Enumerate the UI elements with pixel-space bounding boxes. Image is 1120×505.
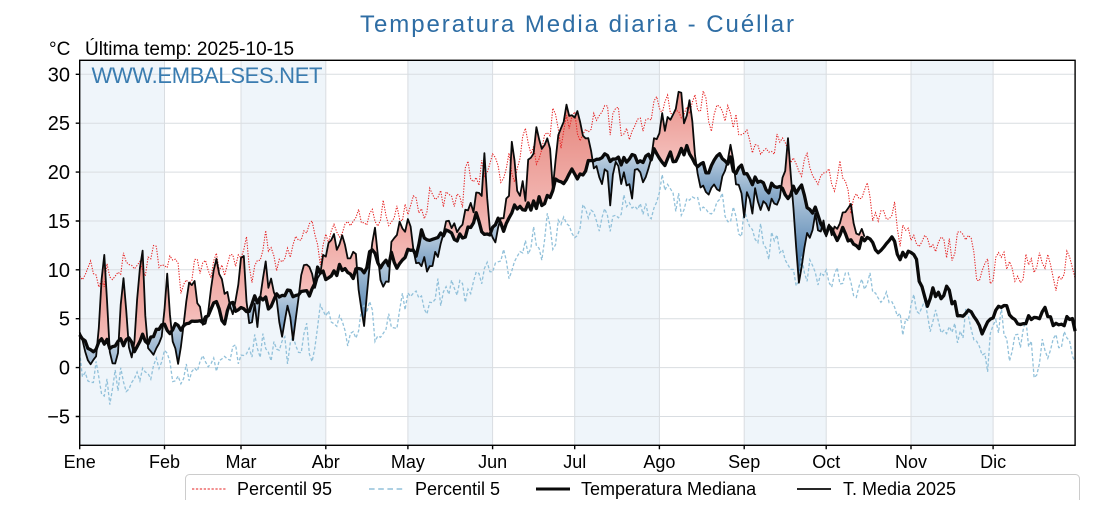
svg-text:Última temp: 2025-10-15: Última temp: 2025-10-15 <box>85 38 294 60</box>
svg-text:Temperatura Mediana: Temperatura Mediana <box>581 479 757 499</box>
svg-text:Ago: Ago <box>643 452 675 472</box>
svg-text:Oct: Oct <box>812 452 840 472</box>
svg-text:10: 10 <box>48 260 70 282</box>
svg-text:°C: °C <box>49 39 70 60</box>
svg-text:Nov: Nov <box>895 452 927 472</box>
svg-text:Temperatura Media diaria - Cué: Temperatura Media diaria - Cuéllar <box>360 11 794 38</box>
svg-text:20: 20 <box>48 162 70 184</box>
svg-text:Abr: Abr <box>312 452 340 472</box>
svg-text:Jul: Jul <box>563 452 586 472</box>
svg-text:WWW.EMBALSES.NET: WWW.EMBALSES.NET <box>92 63 323 88</box>
svg-text:Mar: Mar <box>226 452 257 472</box>
svg-text:−5: −5 <box>47 407 70 429</box>
svg-text:May: May <box>391 452 425 472</box>
svg-text:25: 25 <box>48 113 70 135</box>
svg-text:Percentil 5: Percentil 5 <box>415 479 500 499</box>
svg-text:Percentil 95: Percentil 95 <box>237 479 332 499</box>
svg-text:15: 15 <box>48 211 70 233</box>
svg-text:T. Media 2025: T. Media 2025 <box>843 479 956 499</box>
svg-text:30: 30 <box>48 64 70 86</box>
svg-text:0: 0 <box>59 358 70 380</box>
svg-text:Sep: Sep <box>728 452 760 472</box>
svg-text:Ene: Ene <box>64 452 96 472</box>
svg-text:Dic: Dic <box>980 452 1006 472</box>
svg-text:5: 5 <box>59 309 70 331</box>
svg-text:Jun: Jun <box>478 452 507 472</box>
svg-text:Feb: Feb <box>149 452 180 472</box>
